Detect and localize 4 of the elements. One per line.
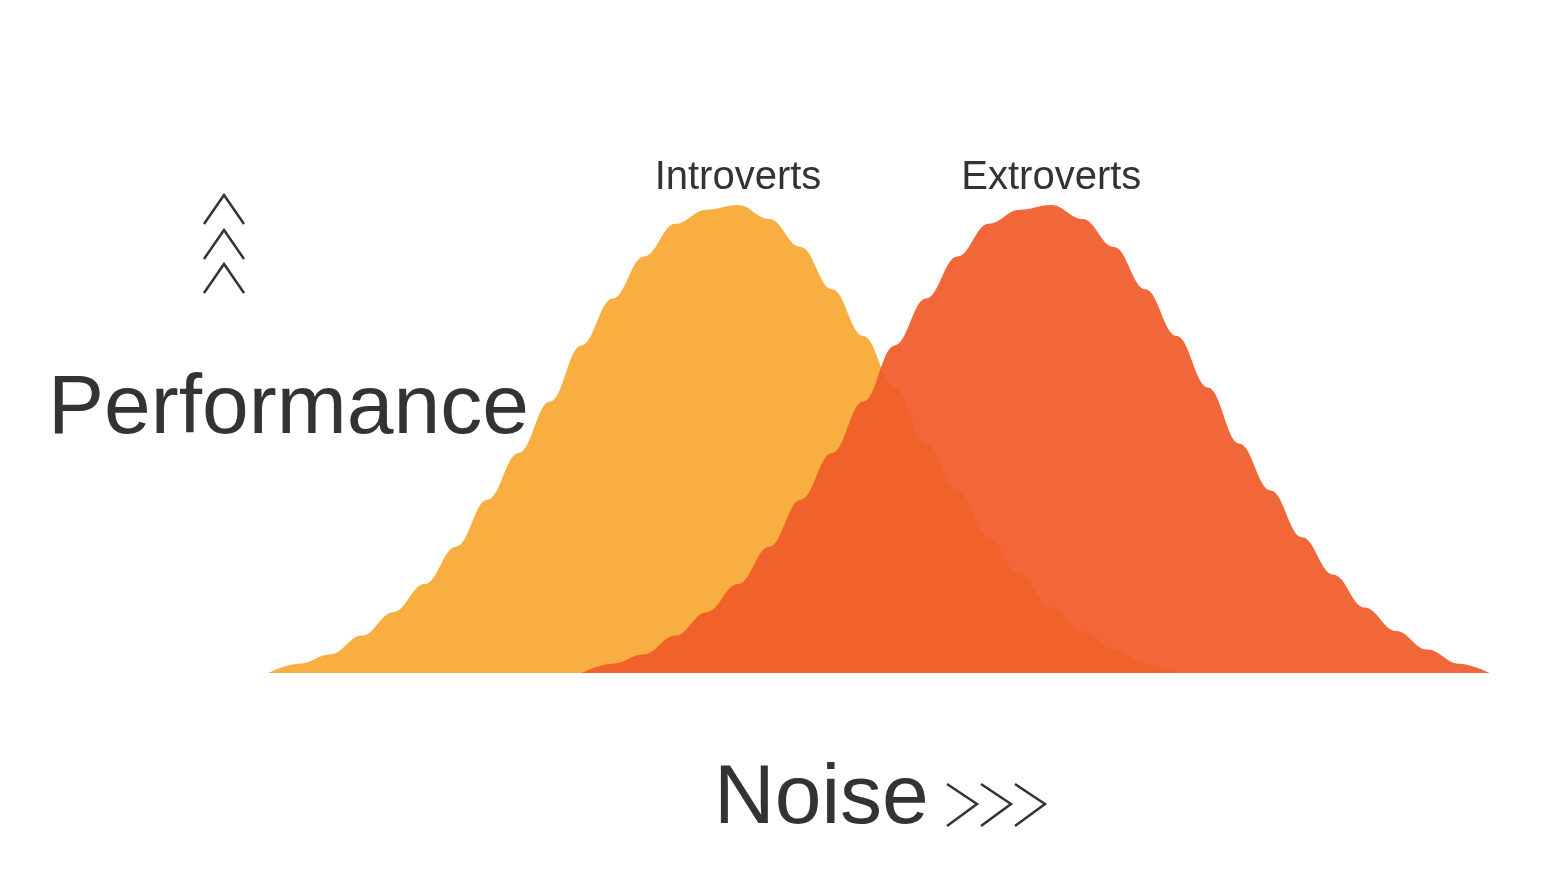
x-axis-title: Noise — [714, 747, 929, 841]
series-label: Extroverts — [961, 153, 1142, 197]
y-axis-title: Performance — [48, 357, 529, 451]
series-label: Introverts — [654, 153, 822, 197]
